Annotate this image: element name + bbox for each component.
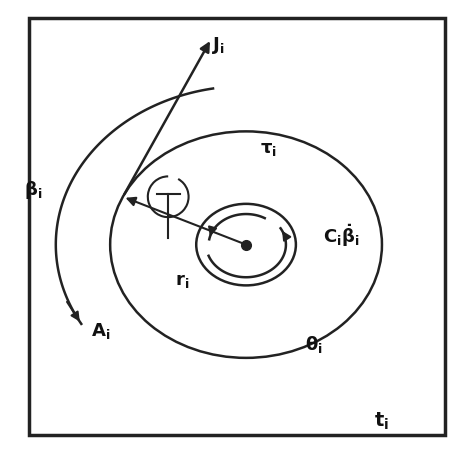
Text: $\mathbf{t_i}$: $\mathbf{t_i}$ <box>374 410 390 432</box>
Text: $\mathbf{C_i\dot{\beta}_i}$: $\mathbf{C_i\dot{\beta}_i}$ <box>323 222 359 249</box>
Text: $\mathbf{A_i}$: $\mathbf{A_i}$ <box>91 321 111 341</box>
Text: $\mathbf{\beta_i}$: $\mathbf{\beta_i}$ <box>24 179 42 201</box>
Text: $\mathbf{r_i}$: $\mathbf{r_i}$ <box>175 272 190 290</box>
Text: $\mathbf{\tau_i}$: $\mathbf{\tau_i}$ <box>260 140 277 159</box>
Text: $\mathbf{J_i}$: $\mathbf{J_i}$ <box>212 35 226 56</box>
Text: $\mathbf{\theta_i}$: $\mathbf{\theta_i}$ <box>305 334 323 355</box>
